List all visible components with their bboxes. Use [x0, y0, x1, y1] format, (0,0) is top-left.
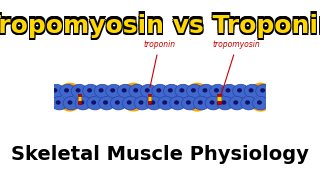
Circle shape: [203, 89, 207, 92]
Circle shape: [180, 89, 184, 92]
Circle shape: [80, 101, 84, 104]
Circle shape: [106, 84, 122, 98]
FancyBboxPatch shape: [148, 102, 151, 104]
Circle shape: [65, 89, 68, 92]
Circle shape: [169, 89, 172, 92]
Circle shape: [217, 96, 233, 110]
Circle shape: [51, 96, 68, 110]
Circle shape: [111, 89, 115, 92]
Circle shape: [187, 84, 203, 98]
Text: tropomyosin: tropomyosin: [213, 40, 261, 98]
Circle shape: [175, 101, 178, 104]
FancyBboxPatch shape: [77, 94, 81, 96]
Circle shape: [76, 89, 80, 92]
Circle shape: [129, 84, 145, 98]
Circle shape: [198, 84, 214, 98]
FancyBboxPatch shape: [217, 95, 221, 101]
Circle shape: [139, 101, 143, 104]
Circle shape: [117, 84, 133, 98]
Circle shape: [222, 101, 226, 104]
Circle shape: [210, 101, 214, 104]
Circle shape: [146, 96, 162, 110]
Circle shape: [151, 101, 155, 104]
Circle shape: [140, 84, 156, 98]
Circle shape: [99, 89, 103, 92]
Circle shape: [75, 96, 91, 110]
Circle shape: [261, 89, 264, 92]
Text: Tropomyosin vs Troponin: Tropomyosin vs Troponin: [0, 14, 320, 38]
Circle shape: [127, 101, 131, 104]
Circle shape: [88, 89, 91, 92]
Circle shape: [152, 84, 168, 98]
FancyBboxPatch shape: [148, 94, 151, 96]
Circle shape: [256, 84, 272, 98]
Circle shape: [56, 101, 60, 104]
Circle shape: [123, 89, 126, 92]
Circle shape: [215, 89, 218, 92]
FancyBboxPatch shape: [148, 95, 151, 101]
Circle shape: [170, 96, 186, 110]
Circle shape: [71, 84, 87, 98]
Circle shape: [63, 96, 79, 110]
Circle shape: [246, 101, 249, 104]
Circle shape: [110, 96, 127, 110]
Circle shape: [92, 101, 95, 104]
FancyBboxPatch shape: [217, 102, 221, 104]
Circle shape: [198, 101, 202, 104]
Circle shape: [146, 89, 149, 92]
Text: Tropomyosin vs Troponin: Tropomyosin vs Troponin: [0, 14, 320, 38]
Circle shape: [163, 101, 166, 104]
Circle shape: [252, 96, 269, 110]
Circle shape: [134, 89, 138, 92]
Circle shape: [158, 96, 174, 110]
Text: Tropomyosin vs Troponin: Tropomyosin vs Troponin: [0, 16, 320, 40]
Circle shape: [229, 96, 245, 110]
Circle shape: [234, 101, 237, 104]
Text: Tropomyosin vs Troponin: Tropomyosin vs Troponin: [0, 11, 320, 35]
Circle shape: [249, 89, 253, 92]
FancyBboxPatch shape: [217, 94, 221, 96]
Circle shape: [238, 89, 241, 92]
Circle shape: [104, 101, 107, 104]
Circle shape: [175, 84, 191, 98]
Circle shape: [122, 96, 139, 110]
Text: Tropomyosin vs Troponin: Tropomyosin vs Troponin: [0, 11, 320, 35]
Circle shape: [99, 96, 115, 110]
Text: Tropomyosin vs Troponin: Tropomyosin vs Troponin: [0, 14, 320, 38]
Circle shape: [94, 84, 110, 98]
Text: Tropomyosin vs Troponin: Tropomyosin vs Troponin: [0, 11, 320, 35]
Circle shape: [193, 96, 210, 110]
Circle shape: [233, 84, 249, 98]
Circle shape: [241, 96, 257, 110]
Circle shape: [134, 96, 150, 110]
Text: Skeletal Muscle Physiology: Skeletal Muscle Physiology: [11, 145, 309, 165]
Circle shape: [157, 89, 161, 92]
Circle shape: [181, 96, 198, 110]
Circle shape: [210, 84, 226, 98]
Circle shape: [192, 89, 195, 92]
Circle shape: [164, 84, 180, 98]
Circle shape: [205, 96, 221, 110]
Circle shape: [116, 101, 119, 104]
Circle shape: [244, 84, 260, 98]
Circle shape: [187, 101, 190, 104]
FancyBboxPatch shape: [77, 102, 81, 104]
Text: Tropomyosin vs Troponin: Tropomyosin vs Troponin: [0, 16, 320, 40]
Circle shape: [60, 84, 76, 98]
Text: troponin: troponin: [143, 40, 175, 87]
Circle shape: [83, 84, 99, 98]
Circle shape: [87, 96, 103, 110]
Circle shape: [258, 101, 261, 104]
Circle shape: [221, 84, 237, 98]
Circle shape: [68, 101, 72, 104]
Text: Tropomyosin vs Troponin: Tropomyosin vs Troponin: [0, 16, 320, 40]
Circle shape: [53, 89, 57, 92]
Circle shape: [48, 84, 64, 98]
Circle shape: [226, 89, 230, 92]
FancyBboxPatch shape: [77, 95, 81, 101]
